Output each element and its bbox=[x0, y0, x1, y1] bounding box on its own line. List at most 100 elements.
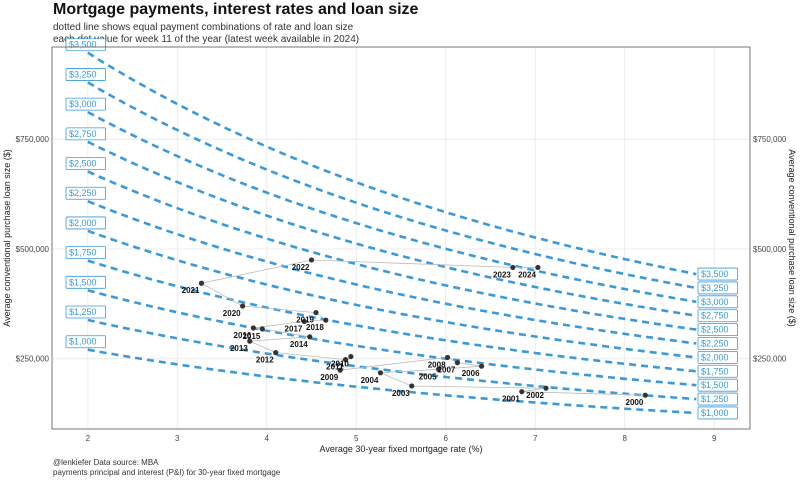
x-tick-label: 8 bbox=[622, 434, 627, 443]
payment-curve bbox=[87, 110, 697, 304]
year-point bbox=[301, 318, 307, 325]
chart-title: Mortgage payments, interest rates and lo… bbox=[53, 1, 419, 18]
payment-label-right: $2,500 bbox=[701, 325, 729, 335]
year-point bbox=[247, 338, 253, 344]
year-label: 2002 bbox=[526, 391, 544, 400]
year-point bbox=[642, 392, 648, 398]
payment-curve bbox=[87, 348, 697, 415]
year-label: 2018 bbox=[306, 323, 324, 332]
chart-caption: @lenkiefer Data source: MBA payments pri… bbox=[53, 458, 280, 478]
year-label: 2004 bbox=[361, 376, 379, 385]
payment-label-left: $2,750 bbox=[69, 129, 97, 139]
y-tick-label-right: $500,000 bbox=[753, 245, 787, 254]
year-point bbox=[478, 363, 485, 369]
year-point bbox=[409, 383, 415, 389]
year-point bbox=[313, 310, 319, 316]
year-label: 2020 bbox=[223, 309, 241, 318]
payment-label-box-left bbox=[65, 97, 106, 111]
payment-curve bbox=[87, 81, 697, 290]
year-label: 2012 bbox=[256, 356, 274, 365]
payment-label-right: $1,000 bbox=[701, 408, 729, 418]
x-tick-label: 6 bbox=[444, 434, 449, 443]
y-axis-title-right: Average conventional purchase loan size … bbox=[787, 149, 797, 326]
year-label: 2022 bbox=[292, 263, 310, 272]
payment-label-right: $2,250 bbox=[701, 339, 729, 349]
payment-label-box-left bbox=[65, 38, 106, 52]
payment-label-box-right bbox=[697, 281, 738, 295]
payment-label-right: $2,000 bbox=[701, 352, 729, 362]
payment-label-right: $1,250 bbox=[701, 394, 729, 404]
year-label: 2010 bbox=[331, 360, 349, 369]
year-label: 2021 bbox=[182, 286, 200, 295]
payment-label-right: $3,250 bbox=[701, 283, 729, 293]
payment-label-box-left bbox=[65, 275, 106, 289]
payment-label-box-left bbox=[65, 157, 106, 170]
payment-label-box-right bbox=[697, 295, 738, 309]
payment-label-box-right bbox=[697, 392, 738, 406]
payment-curve bbox=[87, 140, 697, 317]
x-axis-title: Average 30-year fixed mortgage rate (%) bbox=[320, 444, 483, 454]
payment-label-left: $2,000 bbox=[69, 218, 97, 228]
x-tick-label: 9 bbox=[712, 434, 717, 443]
payment-label-box-right bbox=[697, 378, 738, 392]
year-label: 2011 bbox=[326, 363, 344, 372]
payment-curve bbox=[87, 259, 697, 373]
payment-label-left: $2,500 bbox=[69, 159, 97, 169]
payment-label-right: $2,750 bbox=[701, 311, 729, 321]
year-label: 2024 bbox=[518, 270, 536, 279]
payment-label-left: $2,250 bbox=[69, 188, 97, 198]
year-point bbox=[543, 385, 549, 391]
y-tick-label-right: $250,000 bbox=[753, 355, 787, 364]
payment-curve bbox=[87, 170, 697, 331]
payment-label-box-right bbox=[697, 350, 738, 364]
x-tick-label: 4 bbox=[265, 434, 270, 443]
payment-curve bbox=[87, 229, 697, 359]
payment-label-box-right bbox=[697, 267, 738, 281]
year-point bbox=[342, 357, 349, 363]
year-label: 2009 bbox=[320, 373, 338, 382]
year-label: 2015 bbox=[242, 332, 260, 341]
y-axis-title-left: Average conventional purchase loan size … bbox=[2, 149, 12, 326]
year-point bbox=[323, 317, 329, 323]
payment-label-box-left bbox=[65, 186, 106, 200]
year-point bbox=[535, 264, 541, 271]
year-label: 2005 bbox=[419, 372, 437, 381]
year-point bbox=[348, 353, 354, 360]
year-point bbox=[250, 325, 256, 331]
year-label: 2016 bbox=[234, 331, 252, 340]
payment-label-box-left bbox=[65, 127, 106, 141]
year-point bbox=[510, 264, 516, 271]
year-point bbox=[444, 354, 451, 361]
payment-label-right: $1,500 bbox=[701, 380, 729, 390]
year-label: 2014 bbox=[290, 340, 308, 349]
year-point bbox=[308, 257, 315, 263]
payment-label-box-right bbox=[697, 323, 738, 337]
year-label: 2023 bbox=[493, 270, 511, 279]
payment-label-left: $3,250 bbox=[69, 69, 97, 79]
y-tick-label-left: $250,000 bbox=[16, 355, 50, 364]
payment-label-box-left bbox=[65, 246, 106, 260]
caption-line-1: @lenkiefer Data source: MBA bbox=[53, 458, 159, 467]
payment-label-box-right bbox=[697, 309, 738, 323]
year-label: 2000 bbox=[626, 398, 644, 407]
subtitle-line-2: each dot value for week 11 of the year (… bbox=[53, 34, 360, 45]
chart-subtitle: dotted line shows equal payment combinat… bbox=[53, 22, 359, 46]
payment-label-left: $3,500 bbox=[69, 40, 97, 50]
payment-curve bbox=[87, 51, 697, 276]
x-tick-label: 7 bbox=[533, 434, 538, 443]
year-point bbox=[435, 366, 442, 372]
year-label: 2001 bbox=[502, 395, 520, 404]
payment-label-left: $1,000 bbox=[69, 337, 97, 347]
payment-label-left: $1,250 bbox=[69, 307, 97, 317]
y-tick-label-left: $750,000 bbox=[16, 135, 50, 144]
payment-label-box-left bbox=[65, 305, 106, 319]
payment-label-right: $3,500 bbox=[701, 269, 729, 279]
year-label: 2003 bbox=[392, 389, 410, 398]
y-tick-label-left: $500,000 bbox=[16, 245, 50, 254]
plot-border bbox=[51, 46, 751, 430]
year-point bbox=[454, 360, 460, 366]
year-point bbox=[259, 326, 265, 332]
subtitle-line-1: dotted line shows equal payment combinat… bbox=[53, 22, 354, 33]
